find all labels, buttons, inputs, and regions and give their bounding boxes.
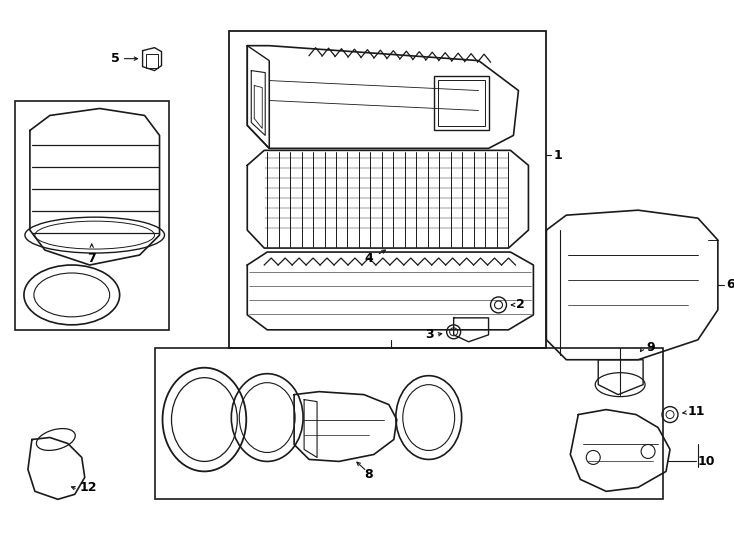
Bar [229, 31, 546, 348]
Bar [434, 76, 489, 131]
Text: 8: 8 [365, 468, 373, 481]
Text: 1: 1 [553, 149, 562, 162]
Bar [145, 53, 158, 68]
Text: 12: 12 [80, 481, 98, 494]
Text: 11: 11 [688, 405, 705, 418]
Bar [155, 348, 663, 500]
Bar [15, 100, 170, 330]
Bar [437, 79, 484, 126]
Text: 5: 5 [111, 52, 120, 65]
Text: 10: 10 [698, 455, 716, 468]
Text: 3: 3 [425, 328, 434, 341]
Text: 9: 9 [646, 341, 655, 354]
Text: 4: 4 [365, 252, 374, 265]
Text: 6: 6 [726, 279, 734, 292]
Text: 2: 2 [517, 299, 526, 312]
Text: 7: 7 [87, 252, 96, 265]
